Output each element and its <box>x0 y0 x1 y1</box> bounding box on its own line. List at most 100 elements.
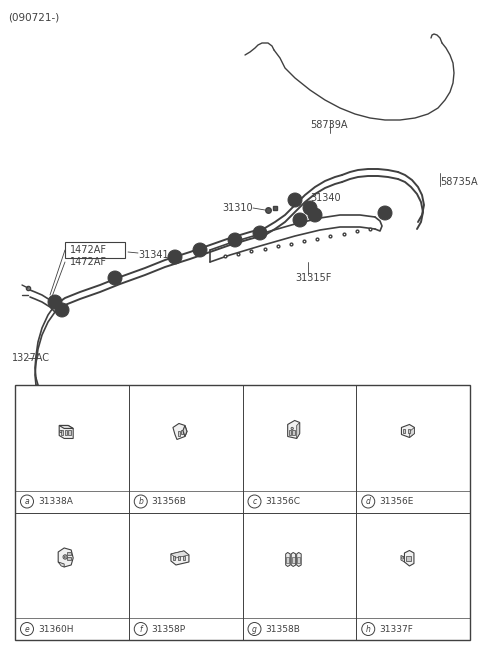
Bar <box>61 430 63 435</box>
Polygon shape <box>401 424 414 438</box>
Polygon shape <box>405 550 414 566</box>
Text: 31356E: 31356E <box>379 497 414 506</box>
Circle shape <box>362 623 375 636</box>
Circle shape <box>21 495 34 508</box>
Bar <box>67 558 71 560</box>
Circle shape <box>60 430 62 433</box>
Circle shape <box>253 226 267 240</box>
Circle shape <box>402 557 404 559</box>
Circle shape <box>248 623 261 636</box>
Text: f: f <box>139 625 142 634</box>
Polygon shape <box>58 562 64 567</box>
Text: b: b <box>293 195 298 205</box>
Polygon shape <box>401 556 405 562</box>
Text: 1327AC: 1327AC <box>12 353 50 363</box>
Bar <box>406 556 411 561</box>
Polygon shape <box>297 422 300 438</box>
Bar <box>287 558 289 563</box>
Circle shape <box>378 206 392 220</box>
Text: e: e <box>312 211 317 220</box>
Bar <box>408 430 410 434</box>
Text: g: g <box>383 209 387 218</box>
Circle shape <box>228 233 242 247</box>
Polygon shape <box>291 552 296 567</box>
Text: h: h <box>366 625 371 634</box>
Text: c: c <box>252 497 257 506</box>
Text: 31310: 31310 <box>222 203 252 213</box>
Circle shape <box>288 193 302 207</box>
Circle shape <box>303 201 317 215</box>
Text: 31340: 31340 <box>310 193 341 203</box>
Text: 58735A: 58735A <box>440 177 478 187</box>
Text: b: b <box>138 497 143 506</box>
Text: b: b <box>60 306 64 314</box>
Polygon shape <box>173 424 187 440</box>
Text: 31360H: 31360H <box>38 625 73 634</box>
Text: 58739A: 58739A <box>310 120 348 130</box>
Bar <box>181 430 183 434</box>
Bar <box>173 556 175 560</box>
Text: d: d <box>366 497 371 506</box>
Polygon shape <box>59 426 73 428</box>
Text: 1472AF: 1472AF <box>70 257 107 267</box>
Text: 31356B: 31356B <box>152 497 187 506</box>
Polygon shape <box>409 428 414 438</box>
Bar <box>178 432 180 436</box>
Polygon shape <box>59 426 73 438</box>
Bar <box>69 430 71 435</box>
Polygon shape <box>171 551 189 565</box>
Bar <box>403 430 406 434</box>
Bar <box>65 430 67 435</box>
Circle shape <box>63 555 67 559</box>
Bar <box>178 556 180 560</box>
Text: 31341: 31341 <box>138 250 168 260</box>
Circle shape <box>48 295 62 309</box>
Bar <box>292 558 295 563</box>
Circle shape <box>168 250 182 264</box>
Bar <box>298 558 300 563</box>
Circle shape <box>64 556 66 558</box>
Bar <box>15 385 470 640</box>
Circle shape <box>21 623 34 636</box>
Circle shape <box>291 427 293 430</box>
Text: 31358P: 31358P <box>152 625 186 634</box>
Text: (090721-): (090721-) <box>8 12 59 22</box>
Bar <box>183 556 185 560</box>
Circle shape <box>108 271 122 285</box>
Text: f: f <box>309 203 312 213</box>
Polygon shape <box>183 426 187 436</box>
Text: 31356C: 31356C <box>265 497 300 506</box>
Circle shape <box>193 243 207 257</box>
Circle shape <box>362 495 375 508</box>
Text: d: d <box>233 236 238 245</box>
Polygon shape <box>288 420 300 438</box>
Text: a: a <box>24 497 29 506</box>
Circle shape <box>134 623 147 636</box>
Text: g: g <box>252 625 257 634</box>
Polygon shape <box>297 552 301 567</box>
Text: 1472AF: 1472AF <box>70 245 107 255</box>
Text: c: c <box>173 253 177 262</box>
Polygon shape <box>58 548 73 567</box>
Circle shape <box>308 208 322 222</box>
Text: 31337F: 31337F <box>379 625 413 634</box>
Text: e: e <box>24 625 29 634</box>
Text: 31338A: 31338A <box>38 497 73 506</box>
Text: c: c <box>198 245 202 255</box>
Polygon shape <box>286 552 290 567</box>
FancyBboxPatch shape <box>65 242 125 258</box>
Text: 31358B: 31358B <box>265 625 300 634</box>
Circle shape <box>248 495 261 508</box>
Text: a: a <box>53 298 57 306</box>
Text: d: d <box>258 228 263 237</box>
Circle shape <box>134 495 147 508</box>
Text: 31315F: 31315F <box>295 273 331 283</box>
Circle shape <box>55 303 69 317</box>
Bar <box>67 552 71 556</box>
Polygon shape <box>171 551 189 558</box>
Bar <box>289 430 291 436</box>
Circle shape <box>293 213 307 227</box>
Bar <box>292 430 295 436</box>
Text: b: b <box>113 274 118 283</box>
Text: e: e <box>298 216 302 224</box>
